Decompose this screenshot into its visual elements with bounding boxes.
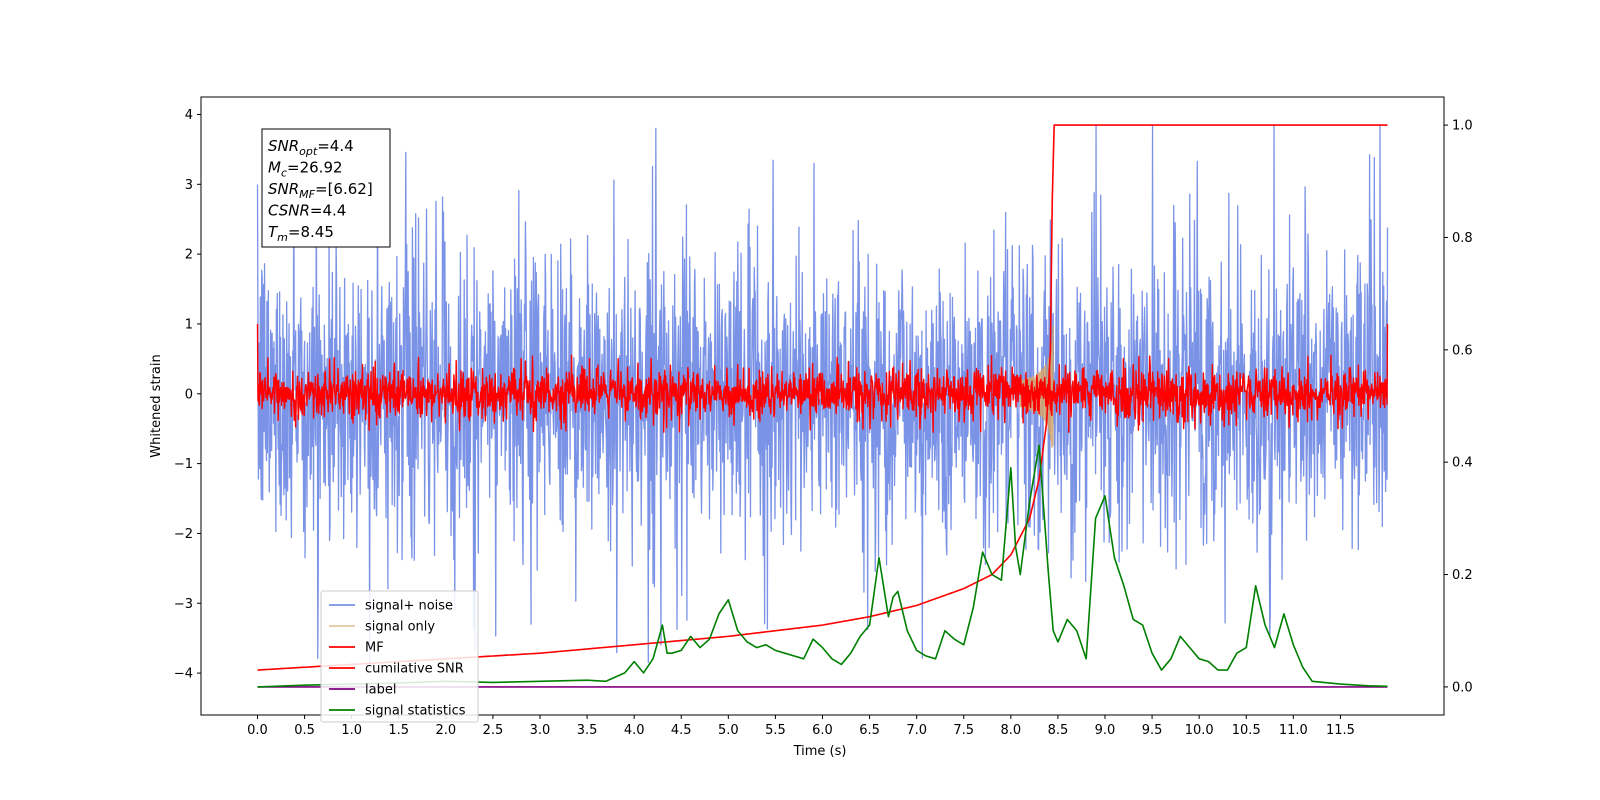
legend-label: signal only — [365, 620, 435, 635]
series-signal-statistics-line — [257, 444, 1388, 688]
legend: signal+ noise signal only MF cumilative SNR… — [320, 590, 479, 723]
y-right-tick-label: 1.0 — [1452, 119, 1473, 134]
x-tick-label: 6.0 — [812, 723, 833, 738]
x-tick-label: 11.5 — [1326, 723, 1355, 738]
y-tick-label: 3 — [185, 178, 193, 193]
series-mf-line — [256, 323, 1389, 433]
annotation-line: SNRMF=[6.62] — [268, 180, 373, 201]
y-tick-label: −1 — [174, 457, 193, 472]
y-tick-label: 4 — [185, 108, 193, 123]
x-tick-label: 10.5 — [1232, 723, 1261, 738]
legend-frame — [320, 590, 479, 723]
x-tick-label: 10.0 — [1185, 723, 1214, 738]
y-tick-label: −2 — [174, 527, 193, 542]
annotation-frame — [261, 128, 391, 248]
x-tick-label: 6.5 — [859, 723, 880, 738]
y-axis-left: −4 −3 −2 −1 0 1 2 3 4 — [174, 108, 201, 682]
annotation-line: Tm=8.45 — [268, 223, 334, 244]
x-tick-label: 4.5 — [671, 723, 692, 738]
x-tick-label: 9.0 — [1095, 723, 1116, 738]
legend-label: label — [365, 683, 396, 698]
x-tick-label: 1.0 — [341, 723, 362, 738]
x-tick-label: 2.0 — [435, 723, 456, 738]
x-tick-label: 11.0 — [1279, 723, 1308, 738]
annotation-line: CSNR=4.4 — [268, 202, 346, 220]
x-tick-label: 5.0 — [718, 723, 739, 738]
x-tick-label: 8.0 — [1000, 723, 1021, 738]
x-tick-label: 1.5 — [388, 723, 409, 738]
y-axis-right: 0.0 0.2 0.4 0.6 0.8 1.0 — [1444, 119, 1473, 695]
y-right-tick-label: 0.2 — [1452, 568, 1473, 583]
x-axis: 0.0 0.5 1.0 1.5 2.0 2.5 3.0 3.5 4.0 4.5 5.0 5.5 6.0 6… — [247, 715, 1355, 738]
x-tick-label: 7.5 — [953, 723, 974, 738]
y-tick-label: −4 — [174, 667, 193, 682]
x-axis-label: Time (s) — [793, 744, 847, 759]
legend-label: signal statistics — [365, 704, 466, 719]
y-right-tick-label: 0.0 — [1452, 680, 1473, 695]
y-right-tick-label: 0.4 — [1452, 456, 1473, 471]
legend-label: signal+ noise — [365, 599, 453, 614]
x-tick-label: 2.5 — [483, 723, 504, 738]
x-tick-label: 3.5 — [577, 723, 598, 738]
legend-label: cumilative SNR — [365, 662, 464, 677]
x-tick-label: 0.0 — [247, 723, 268, 738]
y-tick-label: 0 — [185, 387, 193, 402]
x-tick-label: 5.5 — [765, 723, 786, 738]
y-right-tick-label: 0.8 — [1452, 231, 1473, 246]
x-tick-label: 0.5 — [294, 723, 315, 738]
y-tick-label: 1 — [185, 317, 193, 332]
x-tick-label: 9.5 — [1142, 723, 1163, 738]
y-axis-label: Whitened strain — [149, 354, 164, 457]
x-tick-label: 7.0 — [906, 723, 927, 738]
y-right-tick-label: 0.6 — [1452, 343, 1473, 358]
annotation-line: Mc=26.92 — [268, 159, 343, 180]
x-tick-label: 8.5 — [1048, 723, 1069, 738]
y-tick-label: −3 — [174, 597, 193, 612]
x-tick-label: 4.0 — [624, 723, 645, 738]
legend-label: MF — [365, 641, 384, 656]
x-tick-label: 3.0 — [530, 723, 551, 738]
y-tick-label: 2 — [185, 248, 193, 263]
annotation-line: SNRopt=4.4 — [268, 137, 354, 158]
